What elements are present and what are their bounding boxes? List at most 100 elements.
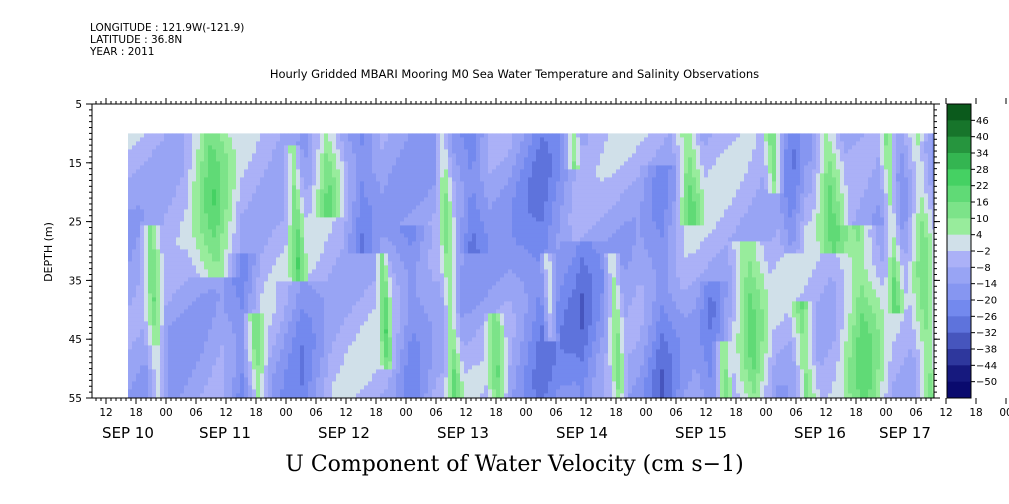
- heatmap-cell: [328, 241, 333, 246]
- heatmap-cell: [344, 153, 349, 158]
- heatmap-cell: [356, 353, 361, 358]
- heatmap-cell: [420, 225, 425, 230]
- heatmap-cell: [328, 353, 333, 358]
- heatmap-cell: [244, 181, 249, 186]
- heatmap-cell: [356, 281, 361, 286]
- heatmap-cell: [392, 385, 397, 390]
- heatmap-cell: [132, 381, 137, 386]
- heatmap-cell: [356, 257, 361, 262]
- heatmap-cell: [408, 349, 413, 354]
- heatmap-cell: [404, 333, 409, 338]
- heatmap-cell: [384, 189, 389, 194]
- heatmap-cell: [320, 273, 325, 278]
- heatmap-cell: [148, 177, 153, 182]
- heatmap-cell: [220, 209, 225, 214]
- heatmap-cell: [340, 133, 345, 138]
- heatmap-cell: [316, 185, 321, 190]
- heatmap-cell: [268, 241, 273, 246]
- heatmap-cell: [384, 209, 389, 214]
- heatmap-cell: [200, 273, 205, 278]
- heatmap-cell: [252, 173, 257, 178]
- heatmap-cell: [172, 209, 177, 214]
- heatmap-cell: [268, 197, 273, 202]
- heatmap-cell: [144, 213, 149, 218]
- heatmap-cell: [216, 393, 221, 398]
- heatmap-cell: [176, 269, 181, 274]
- heatmap-cell: [288, 197, 293, 202]
- heatmap-cell: [156, 253, 161, 258]
- heatmap-cell: [280, 297, 285, 302]
- heatmap-cell: [316, 281, 321, 286]
- heatmap-cell: [208, 341, 213, 346]
- heatmap-cell: [160, 377, 165, 382]
- heatmap-cell: [304, 369, 309, 374]
- heatmap-cell: [204, 369, 209, 374]
- heatmap-cell: [216, 213, 221, 218]
- heatmap-cell: [168, 201, 173, 206]
- heatmap-cell: [192, 197, 197, 202]
- heatmap-cell: [364, 137, 369, 142]
- heatmap-cell: [416, 349, 421, 354]
- heatmap-cell: [172, 313, 177, 318]
- heatmap-cell: [128, 389, 133, 394]
- heatmap-cell: [228, 309, 233, 314]
- heatmap-cell: [136, 365, 141, 370]
- heatmap-cell: [212, 137, 217, 142]
- heatmap-cell: [204, 205, 209, 210]
- heatmap-cell: [360, 261, 365, 266]
- heatmap-cell: [268, 389, 273, 394]
- heatmap-cell: [360, 389, 365, 394]
- heatmap-cell: [340, 325, 345, 330]
- heatmap-cell: [128, 265, 133, 270]
- heatmap-cell: [180, 169, 185, 174]
- heatmap-cell: [344, 221, 349, 226]
- heatmap-cell: [224, 353, 229, 358]
- heatmap-cell: [232, 361, 237, 366]
- heatmap-cell: [280, 153, 285, 158]
- heatmap-cell: [360, 245, 365, 250]
- heatmap-cell: [392, 377, 397, 382]
- heatmap-cell: [236, 161, 241, 166]
- heatmap-cell: [228, 249, 233, 254]
- heatmap-cell: [208, 181, 213, 186]
- heatmap-cell: [204, 341, 209, 346]
- heatmap-cell: [396, 225, 401, 230]
- heatmap-cell: [376, 205, 381, 210]
- heatmap-cell: [216, 369, 221, 374]
- heatmap-cell: [376, 157, 381, 162]
- heatmap-cell: [304, 221, 309, 226]
- heatmap-cell: [204, 325, 209, 330]
- heatmap-cell: [248, 277, 253, 282]
- heatmap-cell: [360, 333, 365, 338]
- heatmap-cell: [348, 233, 353, 238]
- heatmap-cell: [148, 221, 153, 226]
- heatmap-cell: [284, 201, 289, 206]
- heatmap-cell: [312, 305, 317, 310]
- heatmap-cell: [332, 385, 337, 390]
- heatmap-cell: [196, 269, 201, 274]
- heatmap-cell: [368, 161, 373, 166]
- heatmap-cell: [396, 157, 401, 162]
- heatmap-cell: [224, 305, 229, 310]
- heatmap-cell: [280, 241, 285, 246]
- heatmap-cell: [364, 269, 369, 274]
- heatmap-cell: [196, 361, 201, 366]
- heatmap-cell: [240, 161, 245, 166]
- heatmap-cell: [224, 169, 229, 174]
- heatmap-cell: [136, 265, 141, 270]
- heatmap-cell: [184, 333, 189, 338]
- heatmap-cell: [368, 201, 373, 206]
- heatmap-cell: [140, 277, 145, 282]
- heatmap-cell: [128, 137, 133, 142]
- heatmap-cell: [228, 285, 233, 290]
- heatmap-cell: [356, 329, 361, 334]
- heatmap-cell: [404, 213, 409, 218]
- heatmap-cell: [212, 281, 217, 286]
- heatmap-cell: [320, 365, 325, 370]
- heatmap-cell: [188, 341, 193, 346]
- heatmap-cell: [388, 181, 393, 186]
- heatmap-cell: [140, 341, 145, 346]
- heatmap-cell: [168, 393, 173, 398]
- heatmap-cell: [180, 341, 185, 346]
- heatmap-cell: [148, 349, 153, 354]
